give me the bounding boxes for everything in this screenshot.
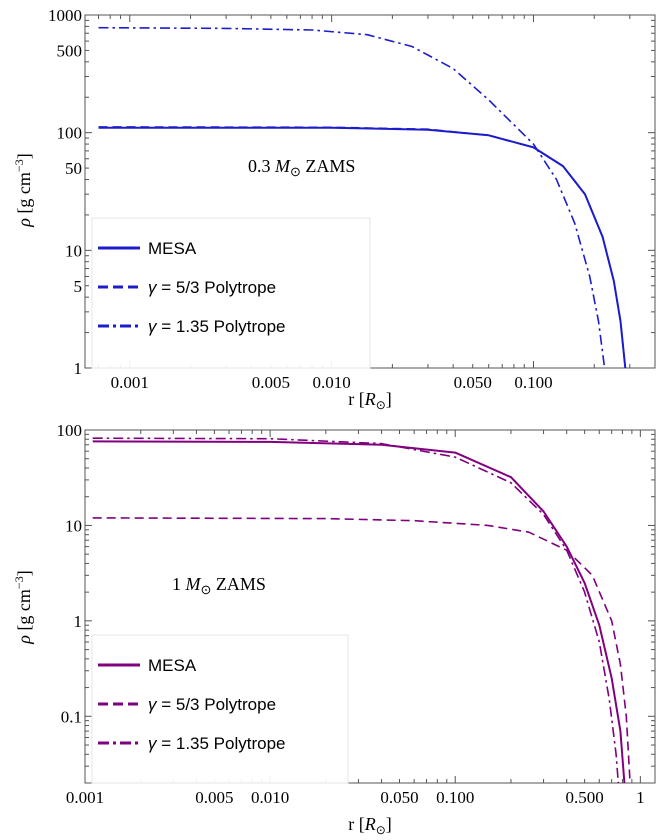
y-axis-title: ρ [g cm−3] <box>12 153 34 227</box>
legend: MESA γ = 5/3 Polytrope γ = 1.35 Polytrope <box>91 217 371 369</box>
y-tick-label: 100 <box>57 421 83 440</box>
x-axis-title: r [R⊙] <box>348 389 392 412</box>
y-tick-label: 1 <box>74 359 83 378</box>
y-tick-label: 100 <box>57 124 83 143</box>
legend-label: γ = 5/3 Polytrope <box>148 278 276 297</box>
series-lines <box>98 26 627 368</box>
series-line <box>98 126 627 368</box>
series-line <box>92 440 626 783</box>
y-tick-label: 1000 <box>48 6 82 25</box>
x-tick-label: 0.001 <box>111 373 149 392</box>
y-tick-label: 10 <box>65 516 82 535</box>
x-tick-label: 0.500 <box>565 788 603 807</box>
legend-label: MESA <box>148 656 197 675</box>
x-tick-label: 0.010 <box>251 788 289 807</box>
series-lines <box>92 437 631 783</box>
x-axis-title: r [R⊙] <box>348 814 392 837</box>
legend-label: γ = 1.35 Polytrope <box>148 317 286 336</box>
plot-frame <box>84 429 656 784</box>
mass-annotation: 0.3 M⊙ ZAMS <box>248 156 355 179</box>
y-tick-label: 10 <box>65 241 82 260</box>
y-tick-label: 50 <box>65 159 82 178</box>
legend-label: MESA <box>148 239 197 258</box>
y-axis-title: ρ [g cm−3] <box>12 570 34 644</box>
y-tick-label: 5 <box>74 277 83 296</box>
series-line <box>98 26 606 368</box>
y-tick-label: 0.1 <box>61 707 82 726</box>
series-line <box>92 437 620 783</box>
y-tick-label: 1 <box>74 612 83 631</box>
x-tick-label: 0.005 <box>195 788 233 807</box>
minor-ticks <box>84 14 656 369</box>
x-tick-label: 0.010 <box>313 373 351 392</box>
legend: MESA γ = 5/3 Polytrope γ = 1.35 Polytrope <box>91 634 349 784</box>
x-tick-label: 0.001 <box>66 788 104 807</box>
legend-label: γ = 5/3 Polytrope <box>148 695 276 714</box>
y-tick-label: 500 <box>57 41 83 60</box>
x-tick-label: 0.050 <box>380 788 418 807</box>
x-tick-label: 0.005 <box>252 373 290 392</box>
mass-annotation: 1 M⊙ ZAMS <box>172 574 266 597</box>
x-tick-label: 0.050 <box>454 373 492 392</box>
legend-label: γ = 1.35 Polytrope <box>148 734 286 753</box>
bottom-chart-panel: 0.001 0.005 0.010 0.050 0.100 0.500 1 0.1 1 10 100… <box>12 421 656 837</box>
x-tick-label: 0.100 <box>436 788 474 807</box>
x-tick-label: 0.100 <box>514 373 552 392</box>
top-chart-panel: 0.001 0.005 0.010 0.050 0.100 1 5 10 50 100 500 100… <box>12 6 656 412</box>
x-tick-label: 1 <box>636 788 645 807</box>
